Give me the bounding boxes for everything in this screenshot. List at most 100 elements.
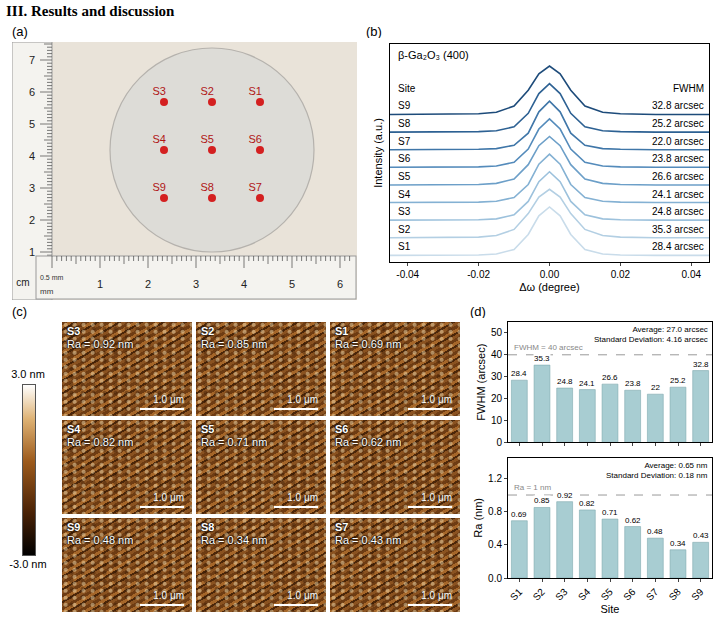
svg-text:Average: 27.0 arcsecStandard D: Average: 27.0 arcsecStandard Deviation: …: [594, 325, 708, 344]
svg-text:S8: S8: [201, 181, 214, 193]
svg-text:20: 20: [491, 393, 503, 404]
svg-text:22: 22: [651, 383, 660, 392]
svg-text:0: 0: [496, 437, 502, 448]
svg-text:3: 3: [29, 182, 35, 194]
svg-text:40: 40: [491, 349, 503, 360]
svg-text:S2: S2: [398, 224, 411, 235]
svg-text:-0.04: -0.04: [396, 269, 419, 280]
svg-text:32.8: 32.8: [693, 360, 709, 369]
svg-text:S6: S6: [398, 153, 411, 164]
svg-text:-0.02: -0.02: [467, 269, 490, 280]
svg-text:0.92: 0.92: [557, 491, 573, 500]
svg-text:S4: S4: [398, 189, 411, 200]
svg-text:0.8: 0.8: [488, 506, 502, 517]
svg-text:0.0: 0.0: [488, 573, 502, 584]
svg-text:23.8: 23.8: [625, 379, 641, 388]
svg-text:S5: S5: [398, 171, 411, 182]
svg-text:S2: S2: [531, 586, 548, 603]
svg-text:1: 1: [29, 246, 35, 258]
svg-text:S4: S4: [576, 586, 593, 603]
svg-text:Ra (nm): Ra (nm): [472, 498, 484, 538]
svg-text:0.62: 0.62: [625, 516, 641, 525]
svg-text:S7: S7: [644, 586, 661, 603]
svg-text:S3: S3: [398, 206, 411, 217]
svg-text:S9: S9: [398, 100, 411, 111]
svg-text:S3: S3: [153, 85, 166, 97]
svg-text:S8: S8: [398, 118, 411, 129]
svg-text:Intensity (a.u.): Intensity (a.u.): [372, 118, 384, 188]
svg-text:26.6 arcsec: 26.6 arcsec: [652, 171, 704, 182]
svg-text:26.6: 26.6: [602, 373, 618, 382]
svg-text:7: 7: [29, 54, 35, 66]
svg-text:Average: 0.65 nmStandard Devia: Average: 0.65 nmStandard Deviation: 0.18…: [606, 461, 708, 480]
svg-text:S5: S5: [201, 133, 214, 145]
svg-text:S8: S8: [667, 586, 684, 603]
svg-text:24.8: 24.8: [557, 377, 573, 386]
svg-text:4: 4: [29, 150, 35, 162]
svg-text:S7: S7: [249, 181, 262, 193]
svg-text:4: 4: [241, 278, 247, 290]
svg-text:S9: S9: [153, 181, 166, 193]
svg-text:Site: Site: [398, 83, 416, 94]
svg-text:24.8 arcsec: 24.8 arcsec: [652, 206, 704, 217]
svg-text:S1: S1: [508, 586, 525, 603]
svg-text:35.3: 35.3: [534, 354, 550, 363]
svg-text:cm: cm: [16, 277, 29, 288]
svg-text:25.2 arcsec: 25.2 arcsec: [652, 118, 704, 129]
svg-text:0.5 mm: 0.5 mm: [40, 274, 64, 281]
svg-text:25.2: 25.2: [670, 376, 686, 385]
svg-text:S9: S9: [689, 586, 706, 603]
svg-text:0.71: 0.71: [602, 508, 618, 517]
svg-text:23.8 arcsec: 23.8 arcsec: [652, 153, 704, 164]
svg-text:0.85: 0.85: [534, 496, 550, 505]
svg-text:1: 1: [97, 278, 103, 290]
svg-text:6: 6: [337, 278, 343, 290]
svg-text:S4: S4: [153, 133, 166, 145]
svg-text:35.3 arcsec: 35.3 arcsec: [652, 224, 704, 235]
svg-text:Ra = 1 nm: Ra = 1 nm: [514, 483, 551, 492]
svg-text:24.1: 24.1: [579, 379, 595, 388]
svg-text:Δω (degree): Δω (degree): [519, 281, 580, 293]
svg-text:1.2: 1.2: [488, 473, 502, 484]
svg-text:Site: Site: [601, 603, 620, 615]
svg-text:S2: S2: [201, 85, 214, 97]
svg-text:22.0 arcsec: 22.0 arcsec: [652, 136, 704, 147]
svg-text:28.4: 28.4: [511, 369, 527, 378]
svg-text:β-Ga₂O₃ (400): β-Ga₂O₃ (400): [398, 49, 469, 61]
svg-text:5: 5: [29, 118, 35, 130]
html-text:III. Results and discussion: III. Results and discussion: [6, 3, 175, 19]
svg-text:24.1 arcsec: 24.1 arcsec: [652, 189, 704, 200]
svg-text:S3: S3: [553, 586, 570, 603]
svg-text:0.43: 0.43: [693, 531, 709, 540]
svg-text:S7: S7: [398, 136, 411, 147]
svg-text:0.48: 0.48: [647, 527, 663, 536]
svg-text:FWHM (arcsec): FWHM (arcsec): [475, 344, 487, 421]
svg-text:0.69: 0.69: [511, 510, 527, 519]
svg-text:0.02: 0.02: [611, 269, 631, 280]
svg-text:30: 30: [491, 371, 503, 382]
svg-text:0.00: 0.00: [540, 269, 560, 280]
svg-text:S1: S1: [398, 241, 411, 252]
svg-text:2: 2: [29, 214, 35, 226]
svg-text:5: 5: [289, 278, 295, 290]
svg-text:10: 10: [491, 415, 503, 426]
svg-text:0.82: 0.82: [579, 499, 595, 508]
svg-text:3: 3: [193, 278, 199, 290]
svg-text:FWHM = 40 arcsec: FWHM = 40 arcsec: [514, 343, 583, 352]
svg-text:S1: S1: [249, 85, 262, 97]
svg-text:mm: mm: [40, 287, 54, 296]
svg-text:0.04: 0.04: [682, 269, 702, 280]
svg-text:S6: S6: [249, 133, 262, 145]
html-text:(b): (b): [366, 24, 382, 39]
svg-text:50: 50: [491, 327, 503, 338]
svg-text:FWHM: FWHM: [673, 83, 704, 94]
svg-text:0.4: 0.4: [488, 539, 502, 550]
svg-text:0.34: 0.34: [670, 539, 686, 548]
svg-text:28.4 arcsec: 28.4 arcsec: [652, 241, 704, 252]
svg-text:2: 2: [145, 278, 151, 290]
svg-text:S5: S5: [599, 586, 616, 603]
svg-text:6: 6: [29, 86, 35, 98]
svg-text:32.8 arcsec: 32.8 arcsec: [652, 100, 704, 111]
svg-text:S6: S6: [621, 586, 638, 603]
html-text:(a): (a): [12, 24, 28, 39]
